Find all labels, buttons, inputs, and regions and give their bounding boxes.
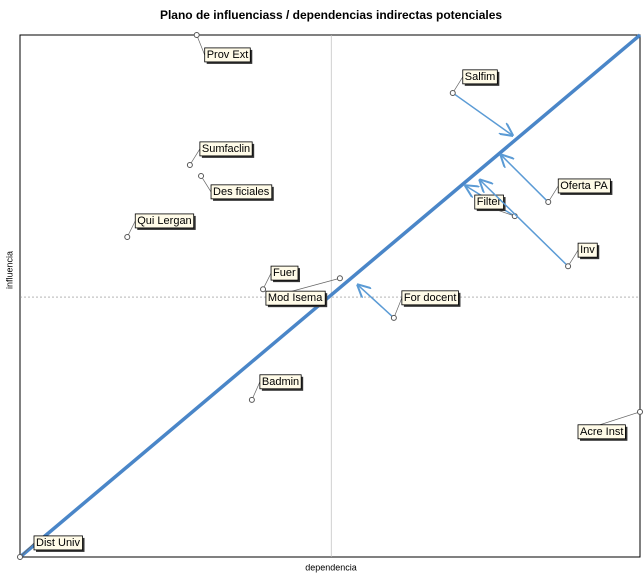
point-label: Fuer [273, 267, 296, 279]
arrow [452, 92, 513, 135]
arrow [358, 285, 395, 319]
leader [452, 76, 464, 94]
label-box [577, 424, 626, 440]
point [449, 89, 456, 96]
point-label: Oferta PA [560, 180, 608, 192]
leader [393, 297, 403, 319]
point [124, 234, 131, 241]
leader [251, 381, 261, 401]
point-label: Qui Lergan [137, 215, 191, 227]
point-label: Acre Inst [580, 426, 623, 438]
label-box [462, 69, 498, 85]
plot-frame [19, 34, 641, 558]
point-label: Prov Ext [207, 49, 249, 61]
point [248, 396, 255, 403]
label-box [577, 242, 598, 258]
y-axis-label: influencia [4, 251, 14, 289]
leader [19, 542, 35, 558]
point-label: Filter [477, 196, 502, 208]
point [17, 554, 23, 560]
leader [196, 34, 206, 56]
point [260, 286, 267, 293]
label-box [270, 265, 299, 281]
leader [567, 250, 579, 267]
point [390, 314, 397, 321]
arrow [501, 155, 549, 203]
point-label: Badmin [262, 376, 299, 388]
x-axis-label: dependencia [305, 562, 357, 572]
label-box [401, 290, 459, 306]
point [193, 32, 200, 38]
arrow [480, 180, 569, 267]
chart-title: Plano de influenciass / dependencias ind… [160, 8, 502, 22]
leader [547, 185, 559, 203]
point-label: For docent [404, 292, 457, 304]
point [186, 161, 193, 168]
leader [189, 148, 201, 166]
label-box [210, 184, 273, 200]
label-box [265, 290, 326, 306]
point [336, 275, 343, 282]
leader [200, 175, 212, 193]
point-label: Dist Univ [36, 537, 81, 549]
label-box [474, 194, 504, 210]
label-box [204, 47, 251, 63]
label-box [33, 535, 83, 551]
point [565, 263, 572, 270]
point-label: Salfim [465, 71, 496, 83]
point-label: Sumfaclin [202, 143, 250, 155]
point [545, 199, 552, 206]
point-label: Inv [580, 244, 595, 256]
label-box [134, 213, 195, 229]
label-box [199, 141, 253, 157]
diagonal [18, 33, 642, 559]
point [198, 172, 205, 179]
point-label: Des ficiales [213, 186, 270, 198]
label-box [259, 374, 302, 390]
point [637, 408, 643, 415]
point-label: Mod Isema [268, 292, 323, 304]
label-box [557, 178, 611, 194]
